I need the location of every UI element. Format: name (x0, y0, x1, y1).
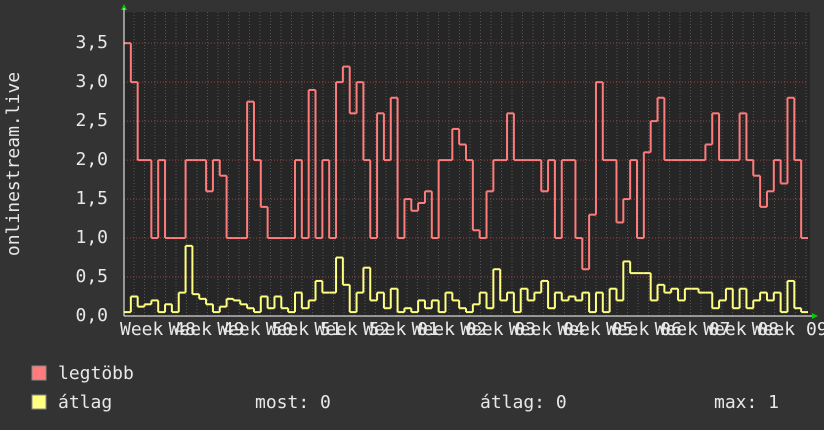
y-tick-label: 0,5 (75, 266, 108, 287)
x-tick-label: Week 01 (363, 319, 439, 340)
x-tick-label: Week 02 (412, 319, 488, 340)
y-tick-label: 1,5 (75, 188, 108, 209)
y-axis-label: onlinestream.live (3, 72, 24, 256)
y-tick-label: 1,0 (75, 227, 108, 248)
series-line (124, 42, 808, 271)
series-line (124, 244, 808, 314)
stat: átlag: 0 (480, 392, 567, 413)
stat: max: 1 (714, 392, 779, 413)
x-tick-label: Week 09 (752, 319, 824, 340)
axis-arrow (812, 313, 818, 319)
stat: most: 0 (255, 392, 331, 413)
legend-label: átlag (58, 392, 112, 413)
x-tick-label: Week 48 (120, 319, 196, 340)
legend-label: legtöbb (58, 363, 134, 384)
x-tick-label: Week 03 (460, 319, 536, 340)
y-tick-label: 3,5 (75, 32, 108, 53)
x-tick-label: Week 05 (557, 319, 633, 340)
legend-swatch (31, 394, 47, 410)
y-tick-label: 2,0 (75, 149, 108, 170)
y-tick-label: 0,0 (75, 305, 108, 326)
y-tick-label: 2,5 (75, 110, 108, 131)
x-tick-label: Week 49 (169, 319, 245, 340)
x-tick-label: Week 08 (703, 319, 779, 340)
x-tick-label: Week 04 (509, 319, 585, 340)
x-tick-label: Week 51 (266, 319, 342, 340)
axis-arrow (121, 4, 127, 10)
x-tick-label: Week 06 (606, 319, 682, 340)
x-tick-label: Week 50 (217, 319, 293, 340)
x-tick-label: Week 07 (655, 319, 731, 340)
x-tick-label: Week 52 (314, 319, 390, 340)
plot-area (124, 12, 810, 316)
y-tick-label: 3,0 (75, 71, 108, 92)
legend-swatch (31, 365, 47, 381)
